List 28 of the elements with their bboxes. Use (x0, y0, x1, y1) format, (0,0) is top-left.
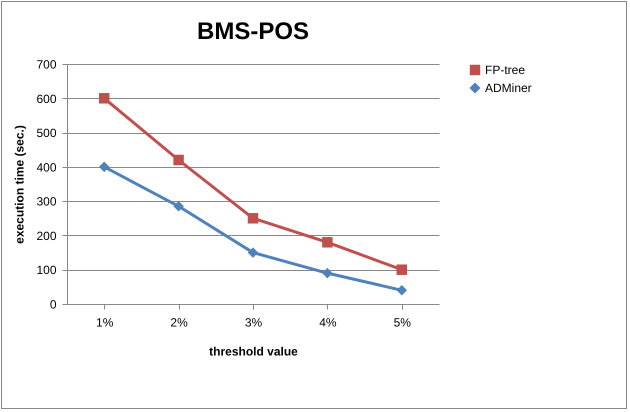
x-axis-title: threshold value (209, 344, 298, 358)
x-tick-label: 1% (96, 316, 114, 330)
y-axis-title: execution time (sec.) (12, 125, 26, 244)
x-tick-label: 3% (244, 316, 262, 330)
y-tick-label: 400 (36, 160, 57, 174)
point (98, 162, 110, 172)
point (396, 264, 408, 275)
x-tick-label: 4% (319, 316, 337, 330)
y-tick-label: 200 (36, 228, 57, 243)
point (173, 154, 184, 166)
y-tick-label: 500 (36, 126, 57, 140)
x-tick-label: 2% (170, 316, 188, 330)
point (248, 213, 258, 224)
legend-label: ADMiner (485, 81, 532, 95)
point (173, 201, 184, 212)
y-tick-label: 600 (36, 92, 57, 106)
y-tick-label: 0 (50, 298, 57, 312)
chart-title: BMS-POS (196, 18, 310, 45)
point (322, 237, 333, 248)
legend-label: FP-tree (485, 63, 526, 77)
y-tick-label: 700 (36, 58, 57, 72)
point (98, 93, 110, 104)
y-tick-label: 300 (36, 194, 57, 209)
point (322, 268, 333, 278)
point (396, 285, 408, 296)
point (248, 247, 258, 258)
y-tick-label: 100 (36, 263, 57, 278)
x-tick-label: 5% (394, 316, 412, 330)
